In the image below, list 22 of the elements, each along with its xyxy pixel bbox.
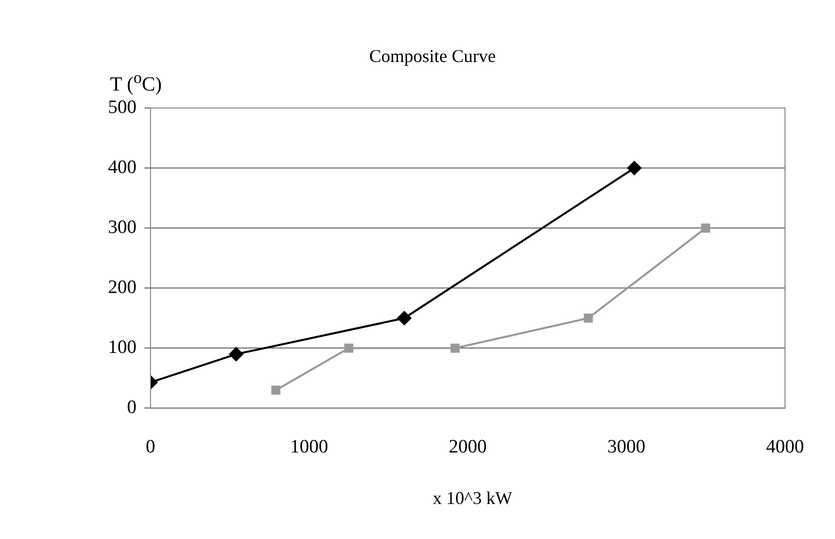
point — [344, 344, 354, 353]
point — [450, 344, 460, 353]
y-tick-label: 300 — [108, 217, 136, 238]
x-tick-label: 3000 — [607, 436, 646, 458]
x-tick-label: 1000 — [290, 436, 328, 458]
point — [229, 347, 244, 362]
x-tick-label: 4000 — [766, 436, 804, 458]
chart-title: Composite Curve — [368, 46, 497, 67]
y-tick-label: 500 — [108, 96, 136, 118]
x-tick-label: 2000 — [448, 436, 487, 458]
y-tick-label: 0 — [127, 397, 136, 418]
y-tick-label: 100 — [108, 337, 136, 358]
y-axis-title: T ($^{o}$C) — [110, 68, 162, 97]
x-tick-label: 0 — [146, 436, 156, 458]
point — [627, 161, 642, 176]
point — [701, 224, 710, 233]
point — [584, 314, 593, 323]
y-tick-label: 200 — [108, 277, 136, 298]
x-axis-title: x 10^3 kW — [432, 488, 514, 509]
point — [271, 386, 280, 395]
point — [397, 311, 412, 326]
y-tick-label: 400 — [108, 157, 136, 178]
